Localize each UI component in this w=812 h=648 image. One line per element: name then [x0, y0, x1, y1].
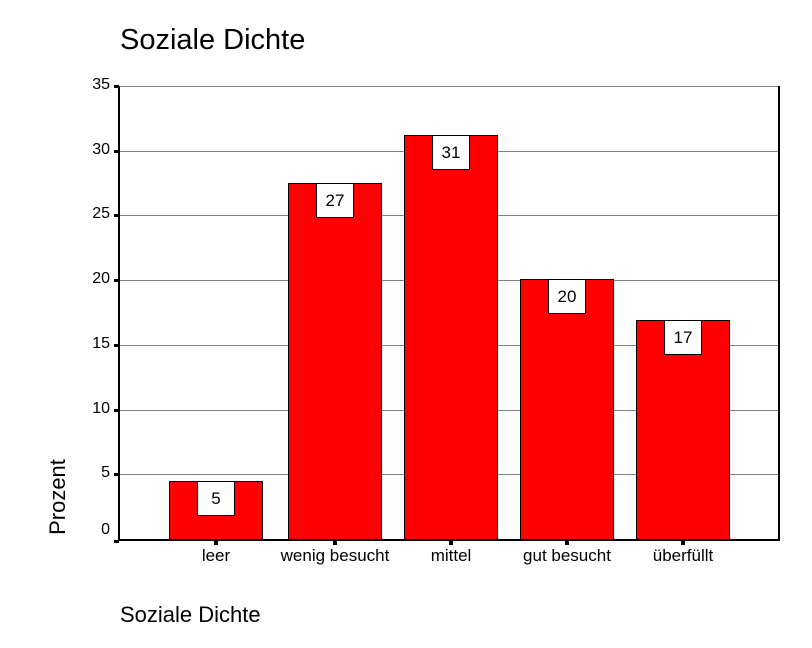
bar: 20 [520, 278, 614, 539]
bar-data-label: 27 [316, 184, 354, 219]
y-tick [114, 540, 119, 543]
y-tick-label: 35 [92, 76, 110, 94]
y-tick [114, 149, 119, 153]
y-tick [114, 343, 119, 347]
chart-title: Soziale Dichte [120, 24, 306, 56]
y-tick-label: 20 [92, 270, 110, 288]
y-tick-label: 0 [101, 521, 110, 539]
bar-data-label: 31 [432, 136, 470, 171]
y-axis-label: Prozent [45, 459, 70, 535]
x-tick-label: gut besucht [523, 546, 611, 565]
y-tick [114, 408, 119, 412]
y-tick-label: 5 [101, 464, 110, 482]
x-tick-label: wenig besucht [280, 546, 390, 565]
x-tick [681, 540, 685, 545]
y-tick-label: 25 [92, 205, 110, 223]
x-tick [333, 540, 337, 545]
bar: 27 [288, 183, 382, 539]
gridline [120, 86, 778, 87]
bar: 5 [169, 480, 263, 539]
x-tick-label: überfüllt [652, 546, 714, 565]
x-tick-label: leer [201, 546, 231, 565]
y-tick [114, 279, 119, 283]
y-tick-label: 10 [92, 399, 110, 417]
y-tick-label: 15 [92, 334, 110, 352]
y-tick [114, 473, 119, 477]
y-tick-label: 30 [92, 140, 110, 158]
y-tick [114, 214, 119, 218]
bar-data-label: 5 [197, 481, 235, 516]
bar: 17 [636, 320, 730, 539]
bar-data-label: 17 [664, 321, 702, 356]
bar: 31 [404, 135, 498, 539]
bar-data-label: 20 [548, 279, 586, 314]
y-tick [114, 85, 119, 88]
x-tick-label: mittel [430, 546, 472, 565]
x-axis-label: Soziale Dichte [120, 602, 261, 627]
x-tick [214, 540, 218, 545]
x-tick [565, 540, 569, 545]
plot-area: 0 5 10 15 20 25 30 35 5 27 31 20 17 [92, 76, 780, 545]
x-tick [449, 540, 453, 545]
